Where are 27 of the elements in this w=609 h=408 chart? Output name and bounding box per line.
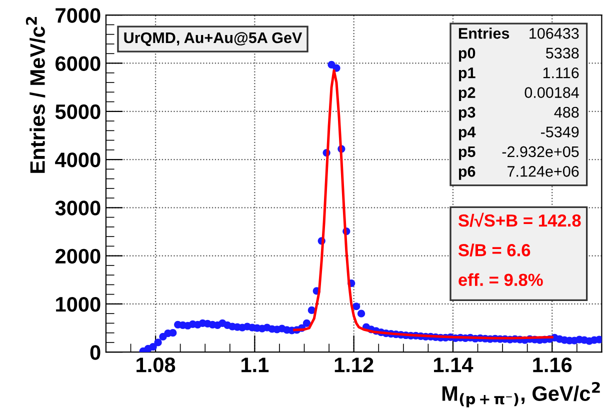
y-tick-label: 2000 <box>55 248 100 264</box>
annotation: eff. = 9.8% <box>458 273 543 286</box>
y-tick-label: 1000 <box>56 296 100 312</box>
x-axis-title: M$_{(p+π⁻)}$, GeV/c$^{2}$ <box>442 382 600 408</box>
text: p5 -2.932e+05 <box>458 146 579 160</box>
text: p6 7.124e+06 <box>458 166 579 180</box>
x-tick-label: 1.14 <box>434 358 474 372</box>
annotation: S/√S+B = 142.8 <box>458 212 581 227</box>
x-tick-label: 1.1 <box>242 358 269 372</box>
annotation: S/B = 6.6 <box>458 244 530 257</box>
text: p4 -5349 <box>458 126 579 140</box>
y-tick-label: 6000 <box>56 56 100 71</box>
y-tick-label: 7000 <box>56 8 100 23</box>
x-tick-label: 1.12 <box>334 358 374 372</box>
text: p2 0.00184 <box>458 87 579 101</box>
x-tick-label: 1.08 <box>136 358 176 372</box>
y-tick-label: 4000 <box>55 152 100 168</box>
text: p1 1.116 <box>458 67 579 82</box>
y-tick-label: 5000 <box>55 104 100 120</box>
text: Entries 106433 <box>458 28 579 39</box>
text: p3 488 <box>458 106 579 121</box>
x-tick-label: 1.16 <box>533 358 572 372</box>
y-tick-label: 0 <box>90 345 100 360</box>
text: p0 5338 <box>458 48 579 62</box>
y-tick-label: 3000 <box>55 200 100 216</box>
y-axis-title: Entries / MeV/c$^{2}$ <box>26 16 46 173</box>
annotation: UrQMD, Au+Au@5A GeV <box>124 32 302 46</box>
